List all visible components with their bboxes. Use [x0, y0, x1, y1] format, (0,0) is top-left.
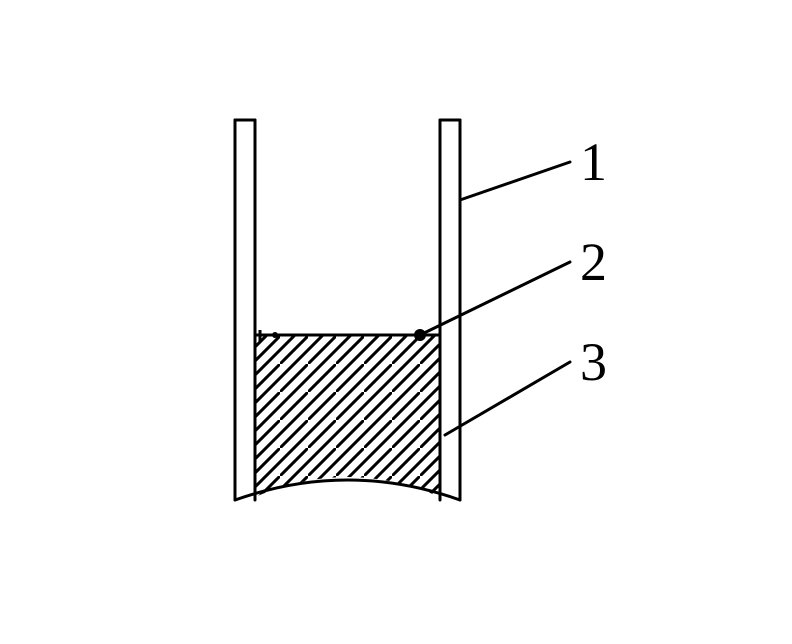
leader-line-3 — [445, 362, 570, 435]
leader-line-2 — [420, 262, 570, 335]
callout-labels: 1 2 3 — [580, 132, 607, 392]
label-2: 2 — [580, 232, 607, 292]
leader-2-dot — [414, 329, 426, 341]
aux-dot — [272, 332, 278, 338]
diagram-canvas: 1 2 3 — [0, 0, 792, 644]
leader-line-1 — [460, 162, 570, 200]
label-3: 3 — [580, 332, 607, 392]
material-fill-region — [255, 335, 440, 497]
label-1: 1 — [580, 132, 607, 192]
leader-lines — [420, 162, 570, 435]
